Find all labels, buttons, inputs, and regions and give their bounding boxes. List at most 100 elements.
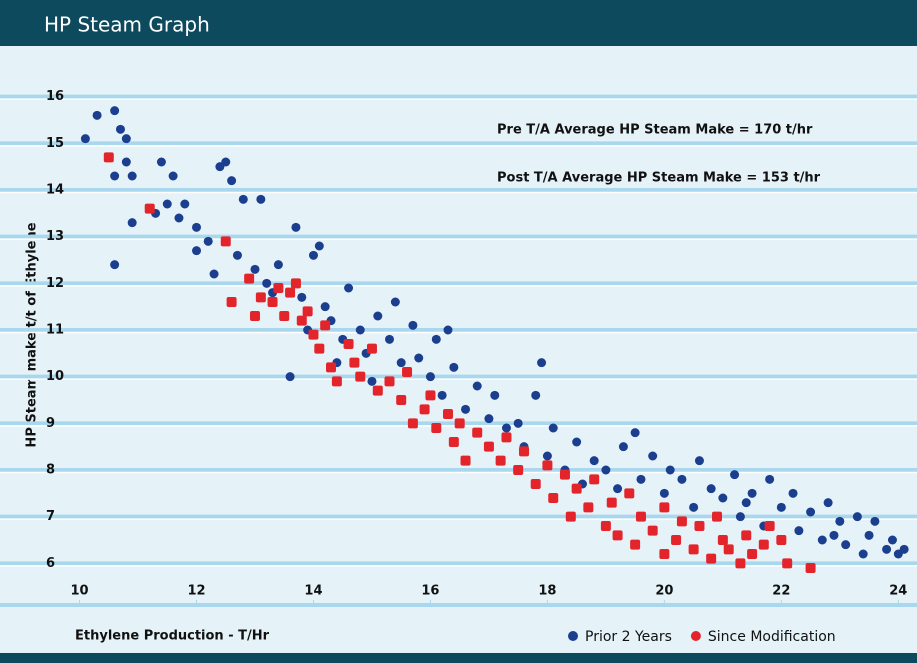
point	[548, 423, 558, 433]
point	[192, 246, 202, 256]
point	[285, 372, 295, 382]
point	[665, 465, 675, 475]
point	[250, 264, 260, 274]
point	[806, 507, 816, 517]
point	[676, 516, 687, 527]
point	[396, 358, 406, 368]
point	[425, 372, 435, 382]
point	[852, 512, 862, 522]
point	[583, 502, 594, 513]
point	[156, 157, 166, 167]
point	[279, 311, 290, 321]
point	[273, 283, 284, 293]
point	[110, 106, 120, 116]
point	[290, 278, 301, 289]
point	[367, 376, 377, 386]
point	[308, 250, 318, 260]
point	[712, 511, 723, 522]
point	[565, 511, 576, 522]
point	[192, 222, 202, 232]
point	[110, 171, 120, 181]
y-tick-label: 9	[46, 416, 55, 431]
point	[490, 390, 500, 400]
point	[92, 110, 102, 120]
point	[220, 236, 231, 247]
point	[390, 297, 400, 307]
annotation: Post T/A Average HP Steam Make = 153 t/h…	[497, 171, 821, 186]
point	[297, 292, 307, 302]
point	[443, 325, 453, 335]
point	[343, 339, 354, 349]
point	[882, 544, 892, 554]
footer-bar	[0, 653, 917, 663]
point	[630, 428, 640, 438]
point	[249, 311, 260, 321]
point	[870, 516, 880, 526]
point	[373, 311, 383, 321]
point	[144, 203, 155, 214]
point	[723, 544, 734, 555]
point	[372, 385, 383, 396]
point	[366, 343, 377, 354]
y-tick-label: 15	[46, 136, 64, 151]
point	[308, 329, 319, 340]
point	[782, 558, 793, 569]
point	[600, 521, 611, 531]
point	[613, 484, 623, 494]
annotation: Pre T/A Average HP Steam Make = 170 t/hr	[497, 123, 813, 138]
point	[344, 283, 354, 293]
point	[320, 302, 330, 312]
point	[355, 325, 365, 335]
point	[408, 320, 418, 330]
point	[110, 260, 120, 270]
point	[659, 488, 669, 498]
y-tick-label: 16	[46, 89, 64, 104]
point	[115, 124, 125, 134]
point	[419, 404, 430, 415]
point	[80, 134, 90, 144]
point	[858, 549, 868, 559]
point	[513, 418, 523, 428]
point	[606, 497, 617, 508]
legend-label: Since Modification	[708, 629, 836, 645]
point	[618, 442, 628, 452]
legend-marker	[568, 631, 578, 641]
point	[326, 362, 337, 373]
point	[635, 511, 646, 522]
point	[689, 502, 699, 512]
point	[718, 493, 728, 503]
point	[256, 194, 266, 204]
point	[519, 446, 530, 457]
point	[244, 273, 255, 284]
point	[531, 390, 541, 400]
point	[765, 474, 775, 484]
point	[385, 334, 395, 344]
point	[817, 535, 827, 545]
legend-marker	[690, 631, 701, 641]
point	[448, 437, 459, 447]
point	[203, 236, 213, 246]
point	[688, 544, 699, 555]
point	[255, 292, 266, 303]
point	[407, 418, 418, 429]
point	[647, 525, 658, 536]
point	[758, 539, 769, 550]
point	[864, 530, 874, 540]
point	[285, 287, 296, 298]
point	[355, 371, 366, 382]
point	[291, 222, 301, 232]
point	[262, 278, 272, 288]
point	[513, 465, 524, 475]
y-axis-label: HP Steam make t/t of Ethylene	[25, 222, 40, 447]
point	[127, 218, 137, 228]
point	[841, 540, 851, 550]
point	[314, 241, 324, 251]
y-tick-label: 8	[46, 463, 55, 478]
point	[571, 483, 582, 494]
point	[121, 157, 131, 167]
point	[706, 553, 717, 564]
y-tick-label: 14	[46, 183, 64, 198]
point	[829, 530, 839, 540]
point	[442, 409, 453, 419]
